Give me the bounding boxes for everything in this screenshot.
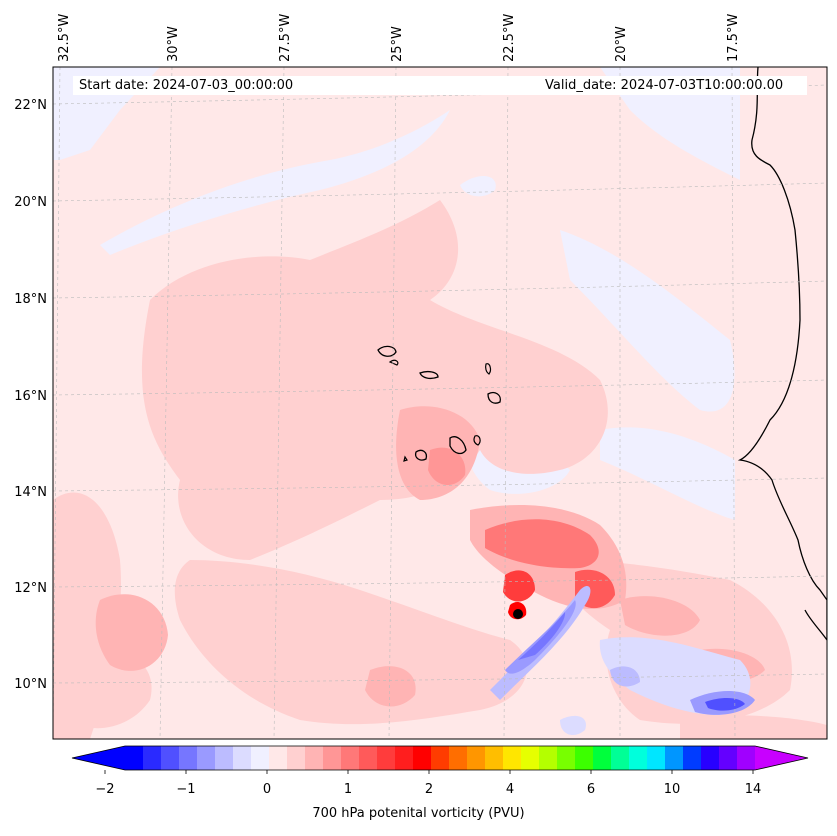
colorbar-swatch <box>521 746 540 770</box>
colorbar-swatch <box>251 746 270 770</box>
colorbar-swatch <box>305 746 324 770</box>
colorbar-swatch <box>683 746 702 770</box>
lat-label: 10°N <box>14 677 47 692</box>
colorbar-swatch <box>503 746 522 770</box>
valid-date-label: Valid_date: 2024-07-03T10:00:00.00 <box>538 76 807 95</box>
colorbar-swatch <box>719 746 738 770</box>
lon-label: 25°W <box>390 26 405 62</box>
colorbar-tick-label: 2 <box>425 782 433 797</box>
lat-label: 22°N <box>14 98 47 113</box>
lon-label: 27.5°W <box>278 14 293 62</box>
colorbar-under-arrow <box>72 746 125 770</box>
lon-label: 17.5°W <box>726 14 741 62</box>
map-frame <box>52 66 828 740</box>
lon-label: 22.5°W <box>502 14 517 62</box>
colorbar-tick-label: 10 <box>664 782 681 797</box>
lat-label: 20°N <box>14 195 47 210</box>
colorbar-swatch <box>287 746 306 770</box>
lon-label: 30°W <box>166 26 181 62</box>
colorbar-swatch <box>233 746 252 770</box>
start-date-label: Start date: 2024-07-03_00:00:00 <box>73 76 329 95</box>
colorbar-swatch <box>125 746 144 770</box>
colorbar-tick-label: 14 <box>745 782 762 797</box>
colorbar-swatch <box>575 746 594 770</box>
colorbar-tick-label: −2 <box>95 782 114 797</box>
colorbar-swatch <box>539 746 558 770</box>
colorbar-swatch <box>377 746 396 770</box>
colorbar-swatch <box>161 746 180 770</box>
lon-label: 20°W <box>614 26 629 62</box>
colorbar-swatch <box>413 746 432 770</box>
colorbar-tick-label: 6 <box>587 782 595 797</box>
colorbar-swatch <box>431 746 450 770</box>
colorbar-tick-label: 0 <box>263 782 271 797</box>
colorbar-swatch <box>341 746 360 770</box>
colorbar-swatch <box>215 746 234 770</box>
colorbar-swatch <box>323 746 342 770</box>
colorbar-tick-label: −1 <box>176 782 195 797</box>
colorbar-swatch <box>395 746 414 770</box>
lat-label: 12°N <box>14 581 47 596</box>
longitude-labels: 32.5°W 30°W 27.5°W 25°W 22.5°W 20°W 17.5… <box>57 14 741 62</box>
colorbar-swatch <box>197 746 216 770</box>
header-band <box>323 76 538 95</box>
colorbar-tick-label: 1 <box>344 782 352 797</box>
colorbar-swatch <box>179 746 198 770</box>
colorbar-swatch <box>485 746 504 770</box>
latitude-labels: 22°N 20°N 18°N 16°N 14°N 12°N 10°N <box>14 98 47 692</box>
colorbar-swatch <box>359 746 378 770</box>
colorbar-tick-labels: −2 −1 0 1 2 4 6 10 14 <box>95 782 761 797</box>
colorbar-swatch <box>629 746 648 770</box>
colorbar-swatch <box>611 746 630 770</box>
colorbar-swatch <box>143 746 162 770</box>
colorbar-swatch <box>467 746 486 770</box>
lat-label: 14°N <box>14 485 47 500</box>
colorbar-over-arrow <box>755 746 808 770</box>
colorbar-swatch <box>701 746 720 770</box>
lon-label: 32.5°W <box>57 14 72 62</box>
colorbar-swatch <box>647 746 666 770</box>
colorbar <box>71 745 809 774</box>
colorbar-swatch <box>593 746 612 770</box>
colorbar-swatch <box>737 746 756 770</box>
lat-label: 16°N <box>14 389 47 404</box>
colorbar-swatch <box>449 746 468 770</box>
graticule <box>53 67 827 739</box>
colorbar-tick-label: 4 <box>506 782 514 797</box>
lat-label: 18°N <box>14 292 47 307</box>
colorbar-outline <box>71 745 809 771</box>
colorbar-swatch <box>269 746 288 770</box>
pv-field <box>53 67 827 739</box>
colorbar-swatch <box>557 746 576 770</box>
colorbar-title: 700 hPa potenital vorticity (PVU) <box>312 806 525 821</box>
colorbar-swatch <box>665 746 684 770</box>
